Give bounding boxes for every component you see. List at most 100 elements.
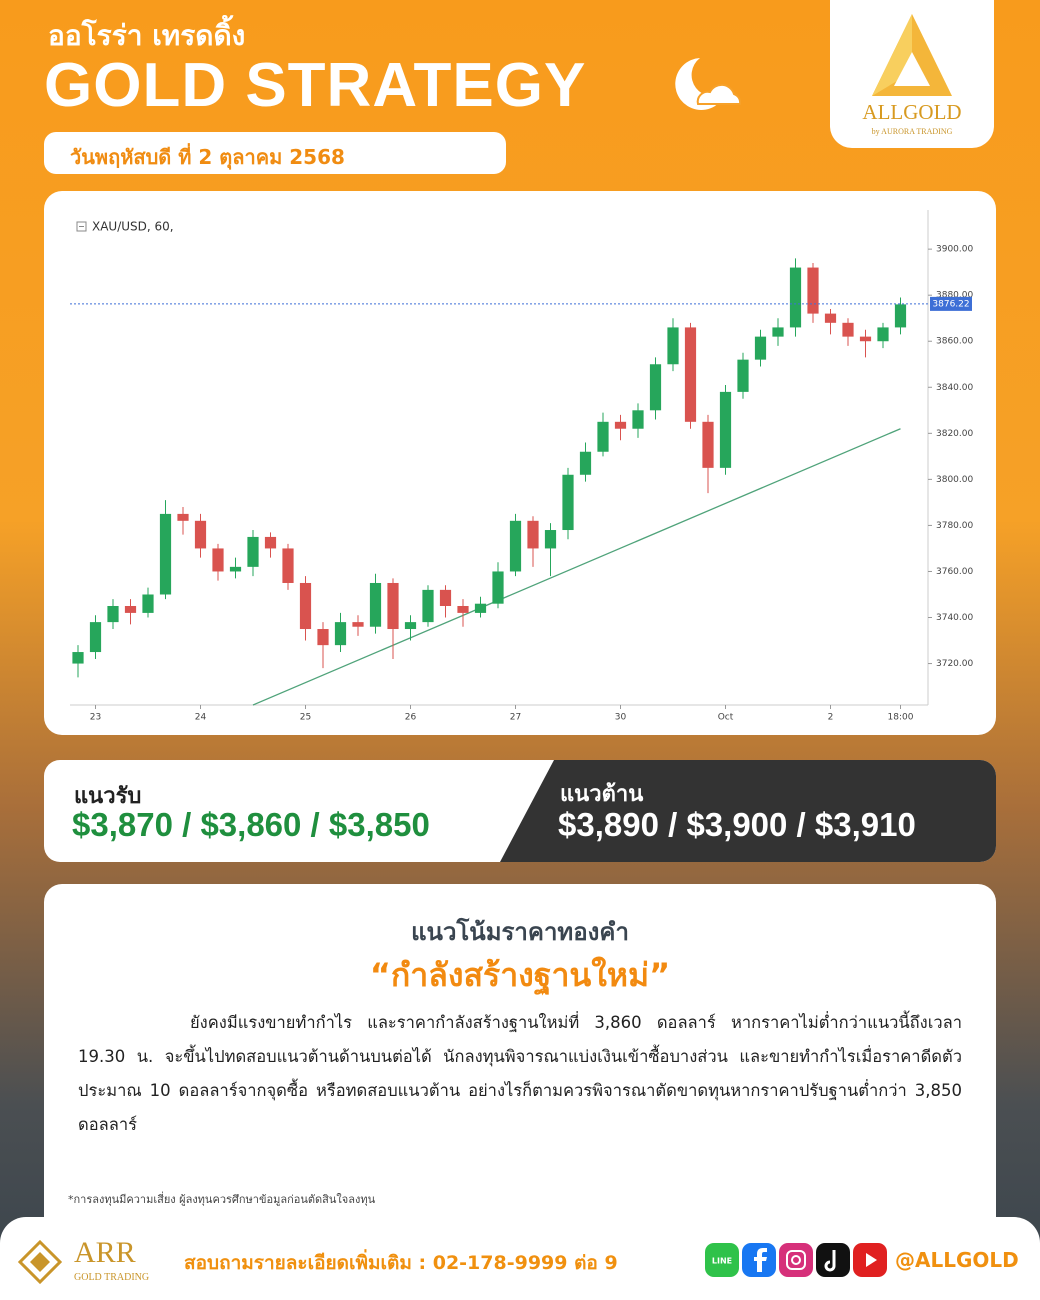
resistance-values: $3,890 / $3,900 / $3,910 — [558, 806, 916, 843]
candle-body — [667, 327, 679, 365]
candle-body — [754, 336, 767, 360]
title: GOLD STRATEGY — [44, 51, 587, 120]
candle-body — [789, 267, 802, 328]
y-tick-label: 3720.00 — [936, 659, 973, 669]
analysis-heading: แนวโน้มราคาทองคำ — [411, 918, 629, 946]
candle-body — [282, 548, 294, 583]
candle-body — [509, 520, 522, 572]
candle-body — [72, 652, 84, 664]
candle-body — [387, 582, 399, 630]
youtube-glyph — [866, 1253, 877, 1267]
candle-body — [772, 327, 784, 337]
chart-card: XAU/USD, 60, 3720.00 3740.00 3760.00 3780.0… — [44, 191, 996, 735]
x-tick-label: 2 — [828, 713, 834, 723]
candle-body — [632, 410, 644, 429]
analysis-paragraph: ยังคงมีแรงขายทำกำไร และราคากำลังสร้างฐาน… — [78, 1013, 962, 1134]
candle-body — [719, 391, 732, 468]
facebook-glyph — [754, 1248, 767, 1272]
line-icon-text: LINE — [712, 1257, 732, 1266]
x-tick-label: 27 — [510, 713, 521, 723]
x-tick-label: 26 — [405, 713, 417, 723]
levels-panel — [44, 760, 996, 862]
social-icons: LINE — [705, 1243, 887, 1277]
candle-body — [299, 582, 312, 630]
candle-body — [649, 364, 662, 411]
x-tick-label: Oct — [718, 713, 734, 723]
y-tick-label: 3820.00 — [936, 429, 973, 439]
candle-body — [194, 520, 207, 549]
arr-mark — [18, 1240, 62, 1284]
trendline — [252, 428, 901, 706]
chart-title: XAU/USD, 60, — [92, 220, 174, 234]
candle-body — [842, 322, 854, 337]
chart: XAU/USD, 60, 3720.00 3740.00 3760.00 3780.0… — [70, 210, 973, 723]
line-icon[interactable] — [705, 1243, 739, 1277]
y-tick-label: 3800.00 — [936, 475, 973, 485]
candle-body — [317, 629, 329, 646]
y-tick-label: 3760.00 — [936, 567, 973, 577]
candle-body — [247, 536, 259, 567]
candle-body — [142, 594, 154, 613]
candle-body — [264, 536, 277, 549]
candle-body — [212, 548, 224, 572]
candle-body — [89, 622, 102, 653]
candle-body — [859, 336, 872, 342]
resistance-label: แนวต้าน — [560, 782, 644, 807]
logo-tagline: by AURORA TRADING — [871, 127, 953, 136]
resistance-bg — [500, 760, 996, 862]
logo-name: ALLGOLD — [862, 100, 962, 124]
instagram-glyph — [791, 1255, 801, 1265]
analysis-card — [44, 884, 996, 1244]
logo: ALLGOLD by AURORA TRADING — [830, 0, 994, 148]
candle-body — [579, 451, 592, 475]
candle-body — [684, 327, 697, 422]
x-tick-label: 18:00 — [888, 713, 914, 723]
y-tick-label: 3900.00 — [936, 245, 973, 255]
candle-body — [422, 589, 434, 623]
last-price-label: 3876.22 — [932, 299, 969, 309]
y-tick-label: 3840.00 — [936, 383, 973, 393]
candle-body — [457, 606, 469, 613]
candle-body — [527, 520, 539, 549]
candle-body — [544, 530, 557, 549]
x-tick-label: 25 — [300, 713, 311, 723]
candle-body — [894, 304, 907, 328]
candle-body — [597, 421, 609, 452]
support-label: แนวรับ — [74, 784, 142, 809]
candle-body — [352, 622, 364, 627]
instagram-icon[interactable] — [779, 1243, 813, 1277]
candle-body — [124, 606, 137, 613]
candle-body — [824, 313, 837, 323]
analysis-headline: “กำลังสร้างฐานใหม่” — [369, 956, 671, 994]
footer-brand: ARR — [74, 1236, 136, 1269]
candle-body — [369, 582, 382, 627]
candle-body — [737, 359, 749, 392]
candle-body — [474, 603, 487, 613]
logo-mark — [872, 14, 952, 96]
tiktok-glyph — [824, 1250, 836, 1272]
x-tick-label: 23 — [90, 713, 101, 723]
candle-body — [334, 622, 347, 646]
brand-thai: ออโรร่า เทรดดิ้ง — [48, 19, 246, 52]
candle-body — [107, 606, 119, 623]
candle-body — [702, 421, 714, 468]
date-pill: วันพฤหัสบดี ที่ 2 ตุลาคม 2568 — [44, 132, 506, 174]
footer-handle: @ALLGOLD — [895, 1248, 1019, 1272]
candle-body — [229, 566, 242, 572]
candle-body — [177, 513, 189, 521]
footer-brand-sub: GOLD TRADING — [74, 1272, 150, 1283]
collapse-icon — [76, 221, 87, 232]
x-tick-label: 24 — [195, 713, 207, 723]
y-tick-label: 3880.00 — [936, 291, 973, 301]
x-tick-label: 30 — [615, 713, 627, 723]
y-tick-label: 3740.00 — [936, 613, 973, 623]
last-price-box — [930, 296, 972, 311]
candle-body — [807, 267, 819, 314]
candle-body — [877, 327, 889, 342]
footer-contact: สอบถามรายละเอียดเพิ่มเติม : 02-178-9999 … — [184, 1252, 618, 1274]
candle-body — [614, 421, 627, 429]
moon-icon — [675, 58, 742, 110]
y-tick-label: 3860.00 — [936, 337, 973, 347]
candle-body — [159, 513, 172, 595]
candle-body — [492, 571, 504, 604]
